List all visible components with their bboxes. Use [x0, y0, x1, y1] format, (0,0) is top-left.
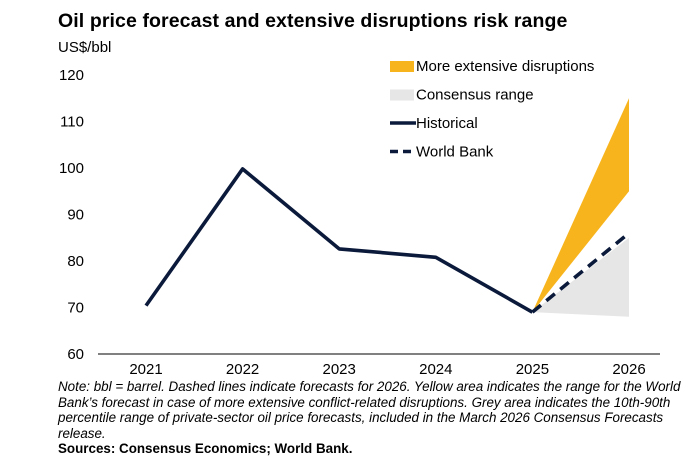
y-tick-label: 70 — [67, 300, 84, 317]
lines-layer — [144, 167, 631, 314]
legend-item: Consensus range — [390, 87, 534, 104]
y-tick-label: 110 — [60, 114, 84, 131]
y-tick-label: 80 — [67, 253, 84, 270]
world-bank-forecast-line — [531, 231, 631, 314]
chart-note: Note: bbl = barrel. Dashed lines indicat… — [58, 379, 681, 441]
areas-layer — [532, 98, 629, 317]
y-tick-label: 90 — [67, 207, 84, 224]
chart-sources: Sources: Consensus Economics; World Bank… — [58, 441, 353, 456]
legend-label: Historical — [416, 115, 478, 132]
x-tick-label: 2022 — [226, 361, 259, 378]
y-tick-label: 100 — [59, 160, 84, 177]
legend-label: More extensive disruptions — [416, 58, 594, 75]
x-tick-label: 2023 — [323, 361, 356, 378]
legend-label: World Bank — [416, 144, 494, 161]
x-tick-label: 2024 — [419, 361, 452, 378]
legend: More extensive disruptions Consensus rang… — [390, 58, 594, 161]
y-axis-unit-label: US$/bbl — [58, 39, 112, 56]
y-tick-labels: 60 70 80 90 100 110 120 — [59, 67, 84, 363]
consensus-area — [532, 237, 629, 317]
x-tick-labels: 2021 2022 2023 2024 2025 2026 — [129, 361, 645, 378]
legend-swatch-disruptions — [390, 61, 414, 72]
x-tick-label: 2026 — [612, 361, 645, 378]
historical-line — [144, 167, 534, 314]
x-tick-label: 2025 — [516, 361, 549, 378]
y-tick-label: 60 — [67, 346, 84, 363]
legend-item: More extensive disruptions — [390, 58, 594, 75]
legend-label: Consensus range — [416, 87, 534, 104]
y-tick-label: 120 — [59, 67, 84, 84]
disruptions-area — [532, 98, 629, 313]
legend-item: Historical — [390, 115, 478, 132]
legend-swatch-consensus — [390, 89, 414, 101]
legend-item: World Bank — [390, 144, 494, 161]
chart-title: Oil price forecast and extensive disrupt… — [58, 10, 568, 32]
x-tick-label: 2021 — [129, 361, 162, 378]
